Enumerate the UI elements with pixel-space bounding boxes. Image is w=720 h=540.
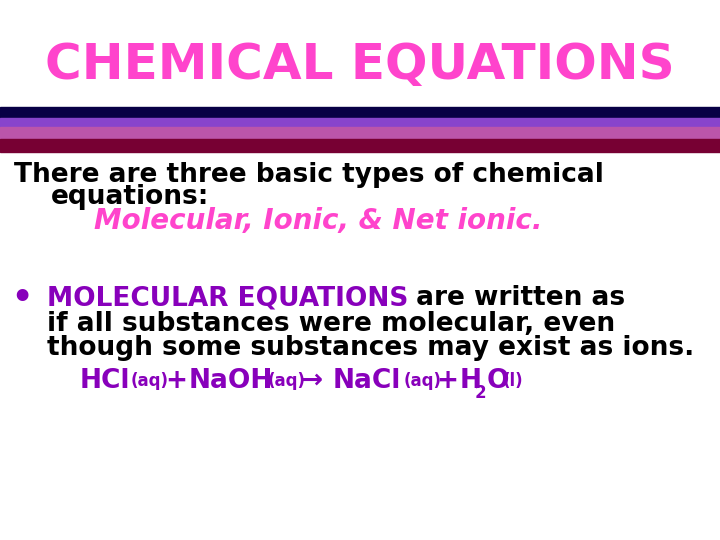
- Text: +: +: [166, 368, 188, 394]
- Bar: [0, 139, 720, 152]
- Text: HCl: HCl: [79, 368, 130, 394]
- Text: equations:: equations:: [50, 184, 209, 210]
- Text: (l): (l): [503, 372, 523, 390]
- Text: Molecular, Ionic, & Net ionic.: Molecular, Ionic, & Net ionic.: [94, 207, 542, 235]
- Text: +: +: [436, 368, 459, 394]
- Text: if all substances were molecular, even: if all substances were molecular, even: [47, 311, 615, 337]
- Text: CHEMICAL EQUATIONS: CHEMICAL EQUATIONS: [45, 41, 675, 89]
- Text: H: H: [459, 368, 482, 394]
- Text: 2: 2: [474, 383, 486, 402]
- Text: →: →: [301, 368, 323, 394]
- Bar: [0, 118, 720, 129]
- Text: though some substances may exist as ions.: though some substances may exist as ions…: [47, 335, 694, 361]
- Text: NaOH: NaOH: [189, 368, 273, 394]
- Bar: [0, 127, 720, 139]
- Text: (aq): (aq): [403, 372, 441, 390]
- Text: MOLECULAR EQUATIONS: MOLECULAR EQUATIONS: [47, 285, 408, 311]
- Text: There are three basic types of chemical: There are three basic types of chemical: [14, 163, 604, 188]
- Text: •: •: [11, 281, 32, 315]
- Text: (aq): (aq): [268, 372, 306, 390]
- Text: O: O: [487, 368, 509, 394]
- Text: are written as: are written as: [407, 285, 625, 311]
- Text: NaCl: NaCl: [333, 368, 401, 394]
- Text: (aq): (aq): [131, 372, 169, 390]
- Bar: [0, 107, 720, 118]
